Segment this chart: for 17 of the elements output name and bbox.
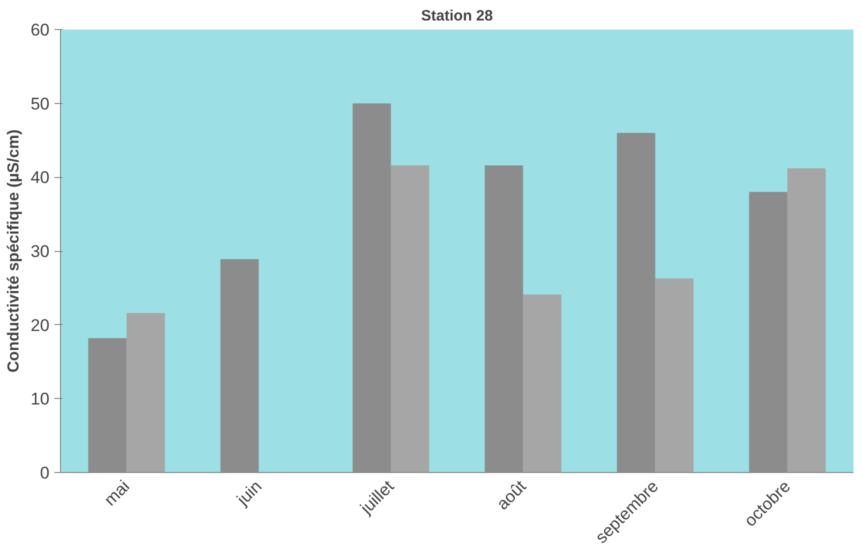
bar — [126, 313, 165, 472]
y-tick-label: 20 — [30, 316, 50, 335]
y-tick-label: 50 — [30, 94, 50, 114]
y-tick-label: 0 — [40, 464, 50, 482]
x-tick-label: juin — [232, 476, 266, 510]
y-axis-title: Conductivité spécifique (µS/cm) — [6, 129, 23, 373]
y-tick-label: 60 — [30, 20, 50, 40]
bar — [655, 278, 694, 472]
bar — [523, 294, 562, 472]
bar — [390, 165, 430, 472]
y-tick-label: 40 — [30, 168, 50, 188]
x-tick-label: mai — [100, 476, 134, 510]
chart-title: Station 28 — [421, 8, 493, 24]
x-tick-label: août — [492, 476, 530, 514]
y-tick-label: 30 — [30, 242, 50, 261]
bar — [787, 168, 826, 472]
y-tick-label: 10 — [30, 390, 50, 409]
